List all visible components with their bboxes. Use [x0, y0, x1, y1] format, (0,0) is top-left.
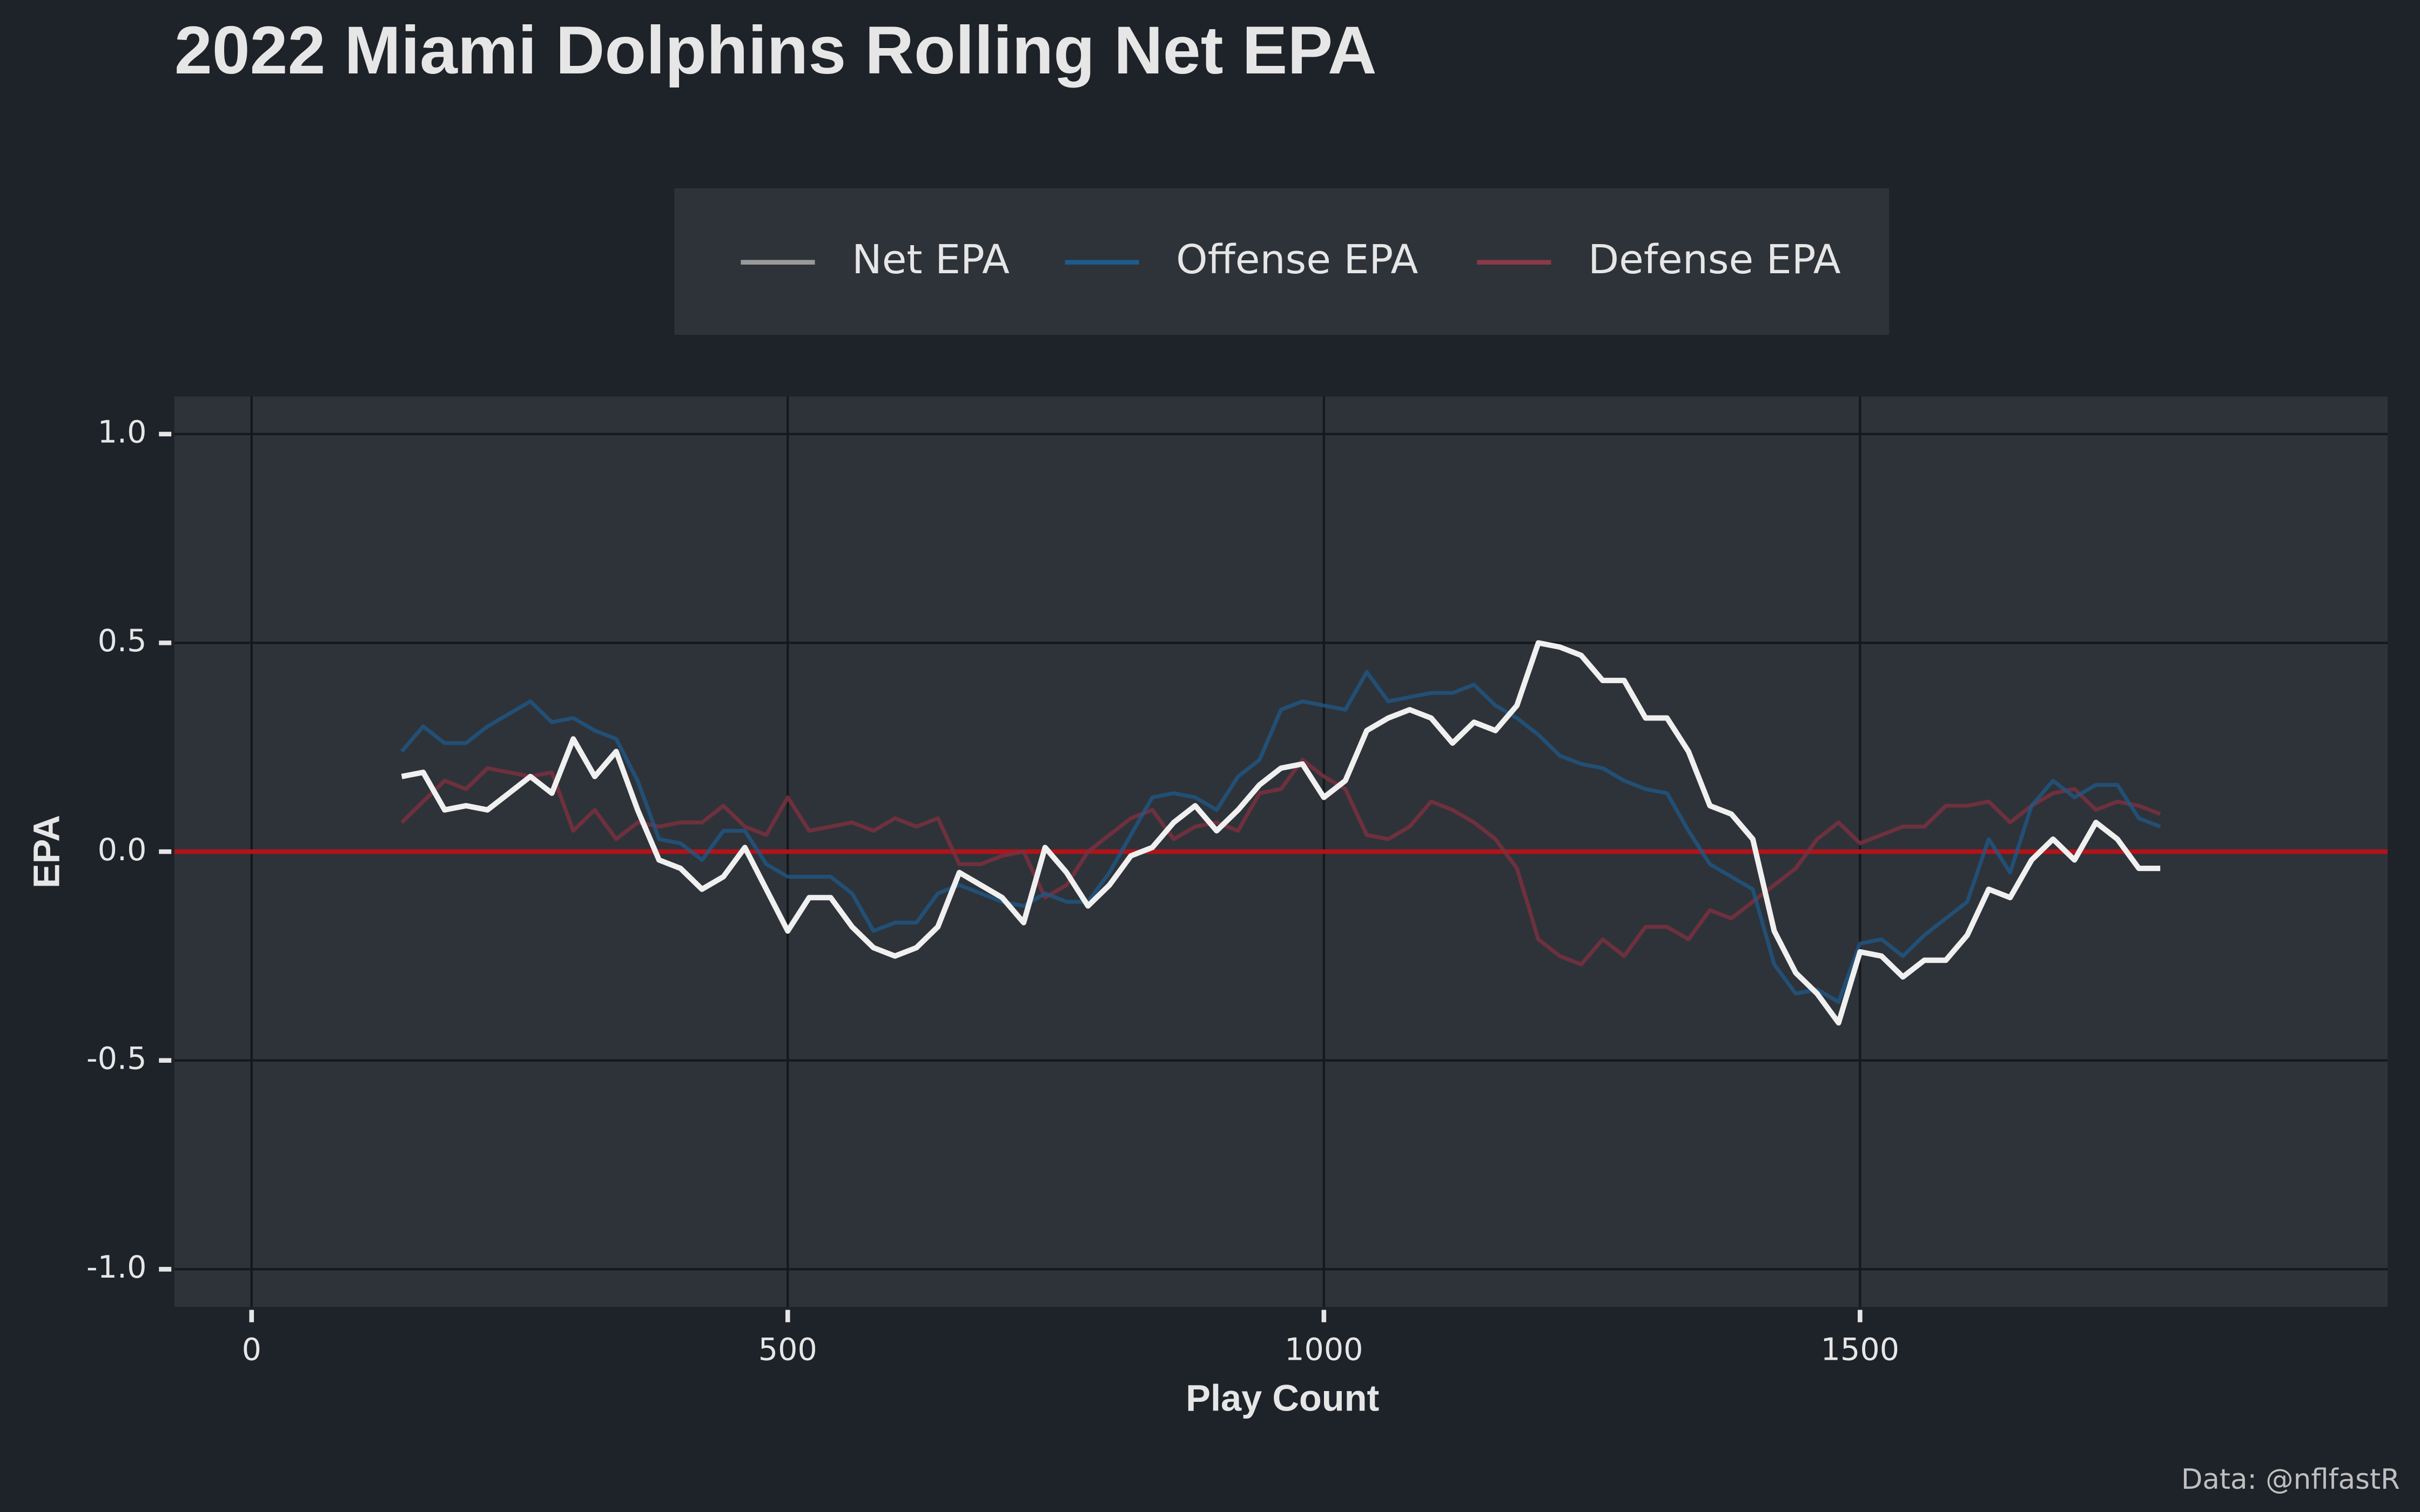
legend-label: Defense EPA: [1588, 236, 1841, 283]
y-tick-label: 0.5: [98, 623, 147, 659]
x-axis-label: Play Count: [1186, 1377, 1379, 1419]
legend-label: Net EPA: [852, 236, 1010, 283]
y-tick-label: -1.0: [86, 1250, 146, 1285]
y-tick-label: 1.0: [98, 414, 147, 450]
x-tick-label: 500: [758, 1332, 817, 1367]
x-tick-label: 1500: [1821, 1332, 1899, 1367]
series-line: [401, 640, 2161, 1026]
y-axis-label: EPA: [26, 815, 68, 888]
x-tick-label: 0: [242, 1332, 261, 1367]
y-tick-label: 0.0: [98, 832, 147, 868]
series-line: [400, 758, 2161, 967]
series-line: [400, 670, 2161, 1004]
legend-label: Offense EPA: [1176, 236, 1418, 283]
x-tick-label: 1000: [1285, 1332, 1363, 1367]
legend-box: [674, 188, 1890, 335]
caption: Data: @nflfastR: [2181, 1463, 2400, 1496]
y-tick-label: -0.5: [86, 1041, 146, 1076]
chart-title: 2022 Miami Dolphins Rolling Net EPA: [174, 12, 1377, 88]
